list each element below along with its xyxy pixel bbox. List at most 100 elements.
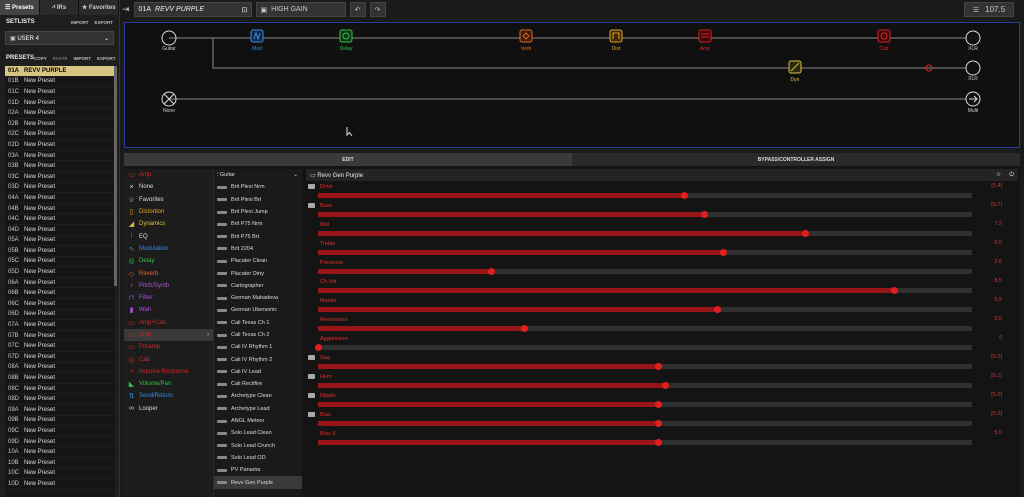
param-value[interactable]: [5.0] bbox=[991, 411, 1002, 417]
preset-row[interactable]: 04B New Preset bbox=[5, 204, 115, 215]
preset-row[interactable]: 04A New Preset bbox=[5, 193, 115, 204]
preset-row[interactable]: 03D New Preset bbox=[5, 183, 115, 194]
model-item[interactable]: Brit Plexi Brt bbox=[214, 194, 302, 206]
model-item[interactable]: Archetype Lead bbox=[214, 403, 302, 415]
verb-block[interactable]: Verb bbox=[519, 29, 533, 52]
save-icon[interactable]: ⊡ bbox=[241, 6, 248, 14]
import-button[interactable]: IMPORT bbox=[73, 55, 91, 61]
preset-scrollbar[interactable] bbox=[114, 66, 117, 286]
model-item[interactable]: Solo Lead Clean bbox=[214, 427, 302, 439]
setlist-dropdown[interactable]: ▣ USER 4 ⌄ bbox=[5, 31, 114, 45]
category-item[interactable]: ⫶ EQ bbox=[124, 230, 213, 242]
tab-bypass-controller[interactable]: BYPASS/CONTROLLER ASSIGN bbox=[572, 153, 1020, 166]
param-slider-handle[interactable] bbox=[655, 363, 663, 370]
param-slider[interactable] bbox=[318, 287, 972, 294]
model-item[interactable]: Cali IV Rhythm 2 bbox=[214, 353, 302, 365]
preset-row[interactable]: 07D New Preset bbox=[5, 352, 115, 363]
param-slider-handle[interactable] bbox=[713, 306, 721, 313]
category-item[interactable]: ⇅ Send/Return bbox=[124, 390, 213, 402]
model-item[interactable]: Placater Clean bbox=[214, 255, 302, 267]
param-value[interactable]: [5.0] bbox=[991, 392, 1002, 398]
preset-row[interactable]: 04D New Preset bbox=[5, 225, 115, 236]
preset-row[interactable]: 08A New Preset bbox=[5, 363, 115, 374]
undo-button[interactable]: ↶ bbox=[349, 2, 366, 17]
model-item[interactable]: Cali IV Rhythm 1 bbox=[214, 341, 302, 353]
snapshot-camera-icon[interactable] bbox=[308, 374, 315, 379]
category-item[interactable]: ◎ Delay bbox=[124, 255, 213, 267]
preset-row[interactable]: 01D New Preset bbox=[5, 98, 115, 109]
param-slider[interactable] bbox=[318, 420, 972, 427]
preset-row[interactable]: 01B New Preset bbox=[5, 77, 115, 88]
preset-row[interactable]: 06B New Preset bbox=[5, 288, 115, 300]
category-item[interactable]: ▭ Preamp bbox=[124, 341, 213, 353]
param-slider-handle[interactable] bbox=[655, 401, 663, 408]
delay-block[interactable]: Delay bbox=[339, 29, 353, 52]
preset-row[interactable]: 09C New Preset bbox=[5, 426, 115, 437]
mod-block[interactable]: Mod bbox=[250, 29, 264, 52]
category-item[interactable]: ▯ Distortion bbox=[124, 206, 213, 218]
param-slider-handle[interactable] bbox=[655, 439, 663, 446]
snapshot-camera-icon[interactable] bbox=[308, 184, 315, 189]
param-slider-handle[interactable] bbox=[661, 382, 669, 389]
category-item[interactable]: ☆ Favorites bbox=[124, 194, 213, 206]
param-value[interactable]: 5.9 bbox=[994, 297, 1002, 303]
snapshot-camera-icon[interactable] bbox=[308, 355, 315, 360]
model-item[interactable]: Brit Plexi Nrm bbox=[214, 181, 302, 193]
preset-row[interactable]: 03B New Preset bbox=[5, 161, 115, 172]
preset-row[interactable]: 09B New Preset bbox=[5, 416, 115, 427]
dyn-block[interactable]: Dyn bbox=[788, 60, 802, 83]
param-slider[interactable] bbox=[318, 249, 972, 256]
model-item[interactable]: Brit P75 Nrm bbox=[214, 218, 302, 230]
param-slider-handle[interactable] bbox=[681, 192, 689, 199]
guitar-input-icon[interactable] bbox=[161, 30, 177, 46]
param-slider[interactable] bbox=[318, 363, 972, 370]
model-item[interactable]: Brit P75 Brt bbox=[214, 230, 302, 242]
param-slider[interactable] bbox=[318, 230, 972, 237]
preset-row[interactable]: 02A New Preset bbox=[5, 108, 115, 119]
category-item[interactable]: ▭ Amp › bbox=[124, 328, 213, 342]
setlist-import-button[interactable]: IMPORT bbox=[70, 19, 89, 25]
model-item[interactable]: Archetype Clean bbox=[214, 390, 302, 402]
model-item[interactable]: Revv Gen Purple bbox=[214, 476, 302, 489]
category-item[interactable]: ⊓ Filter bbox=[124, 292, 213, 304]
preset-row[interactable]: 01A REVV PURPLE bbox=[5, 66, 115, 77]
preset-name-field[interactable]: 01A REVV PURPLE ⊡ bbox=[133, 2, 252, 17]
tab-presets[interactable]: ☰ Presets bbox=[0, 0, 40, 15]
preset-row[interactable]: 05C New Preset bbox=[5, 257, 115, 268]
model-item[interactable]: Cali IV Lead bbox=[214, 366, 302, 378]
tempo-display[interactable]: ☰ 107.5 bbox=[964, 2, 1014, 17]
param-value[interactable]: [5.7] bbox=[991, 202, 1002, 208]
param-slider[interactable] bbox=[318, 306, 972, 313]
preset-row[interactable]: 02B New Preset bbox=[5, 119, 115, 130]
model-item[interactable]: Cali Rectifire bbox=[214, 378, 302, 390]
param-slider-handle[interactable] bbox=[315, 344, 322, 351]
category-item[interactable]: × None bbox=[124, 181, 213, 193]
model-item[interactable]: Cali Texas Ch 1 bbox=[214, 317, 302, 329]
tab-irs[interactable]: ⩘ IRs bbox=[40, 0, 80, 15]
preset-row[interactable]: 10C New Preset bbox=[5, 469, 115, 480]
preset-row[interactable]: 09A New Preset bbox=[5, 405, 115, 416]
param-slider[interactable] bbox=[318, 439, 972, 446]
category-item[interactable]: ◎ Cab bbox=[124, 353, 213, 365]
param-value[interactable]: [5.0] bbox=[991, 354, 1002, 360]
preset-row[interactable]: 10B New Preset bbox=[5, 458, 115, 469]
tab-favorites[interactable]: ★ Favorites bbox=[79, 0, 120, 15]
param-slider[interactable] bbox=[315, 344, 972, 351]
category-item[interactable]: ▮ Wah bbox=[124, 304, 213, 316]
param-slider-handle[interactable] bbox=[802, 230, 810, 237]
param-value[interactable]: 3.0 bbox=[994, 316, 1002, 322]
category-item[interactable]: ▭ Amp+Cab bbox=[124, 317, 213, 329]
copy-button[interactable]: COPY bbox=[34, 55, 47, 61]
param-slider-handle[interactable] bbox=[655, 420, 663, 427]
category-item[interactable]: ◇ Reverb bbox=[124, 267, 213, 279]
param-slider[interactable] bbox=[318, 325, 972, 332]
category-item[interactable]: ♪ Pitch/Synth bbox=[124, 280, 213, 292]
none-input-icon[interactable] bbox=[161, 91, 177, 107]
model-item[interactable]: Cali Texas Ch 2 bbox=[214, 329, 302, 341]
param-value[interactable]: 0 bbox=[998, 335, 1002, 341]
preset-row[interactable]: 07B New Preset bbox=[5, 331, 115, 342]
param-slider-handle[interactable] bbox=[521, 325, 528, 332]
preset-row[interactable]: 03C New Preset bbox=[5, 172, 115, 183]
param-value[interactable]: 6.0 bbox=[994, 240, 1002, 246]
preset-row[interactable]: 05A New Preset bbox=[5, 236, 115, 247]
